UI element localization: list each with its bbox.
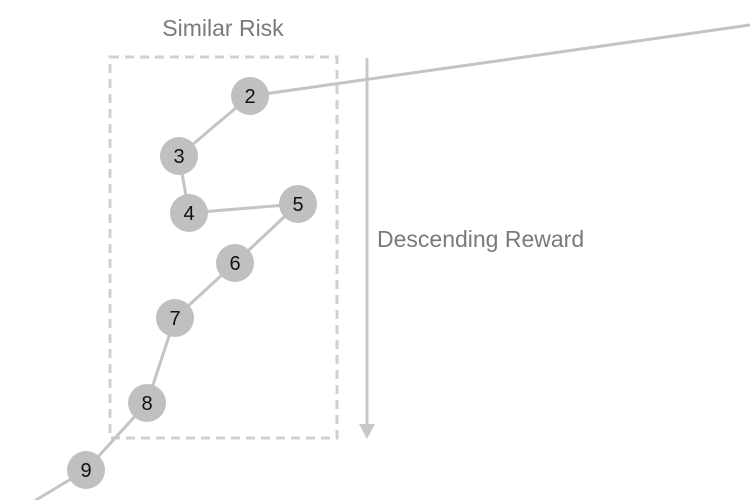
node-label: 7 xyxy=(169,308,180,330)
node-circle xyxy=(279,185,317,223)
node-label: 9 xyxy=(80,460,91,482)
node-circle xyxy=(67,451,105,489)
node-label: 4 xyxy=(183,203,194,225)
node-label: 2 xyxy=(244,86,255,108)
node-5: 5 xyxy=(279,185,317,223)
node-8: 8 xyxy=(128,384,166,422)
node-circle xyxy=(160,137,198,175)
node-9: 9 xyxy=(67,451,105,489)
node-2: 2 xyxy=(231,77,269,115)
node-6: 6 xyxy=(216,244,254,282)
node-circle xyxy=(128,384,166,422)
node-circle xyxy=(216,244,254,282)
path-lines xyxy=(34,23,750,500)
node-label: 8 xyxy=(141,393,152,415)
edge-offscreen-2 xyxy=(248,23,750,98)
node-3: 3 xyxy=(160,137,198,175)
descending-reward-arrowhead xyxy=(359,424,375,439)
node-label: 3 xyxy=(173,146,184,168)
node-7: 7 xyxy=(156,299,194,337)
descending-reward-label: Descending Reward xyxy=(377,226,584,252)
node-circle xyxy=(231,77,269,115)
similar-risk-box xyxy=(108,55,339,440)
node-label: 6 xyxy=(229,253,240,275)
node-label: 5 xyxy=(292,194,303,216)
similar-risk-label: Similar Risk xyxy=(162,15,284,41)
node-circle xyxy=(156,299,194,337)
node-circle xyxy=(170,194,208,232)
node-4: 4 xyxy=(170,194,208,232)
